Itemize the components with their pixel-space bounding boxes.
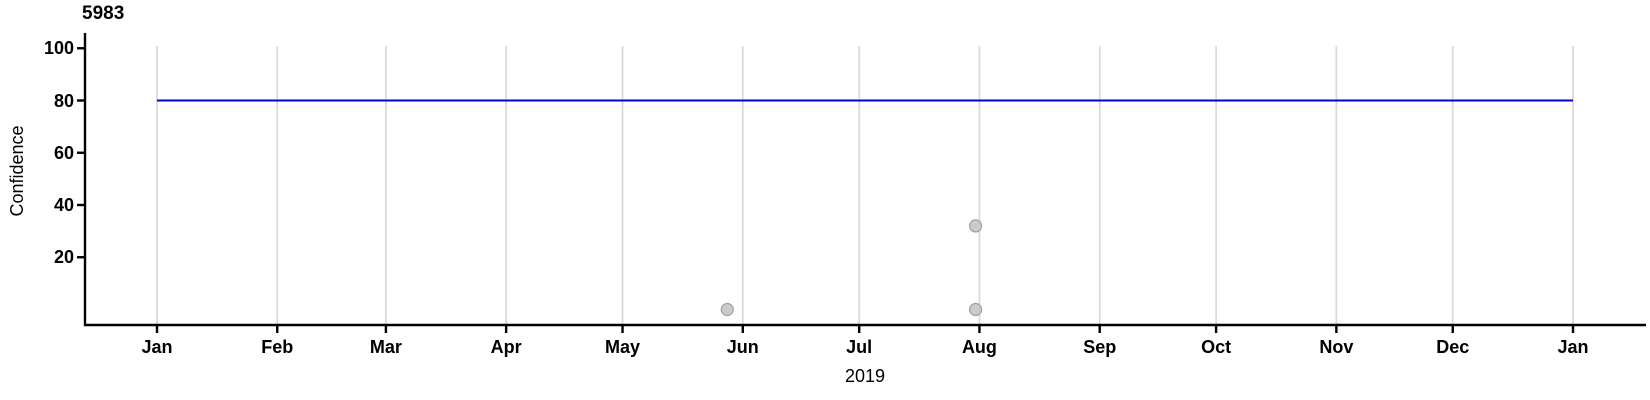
x-tick-label: Sep bbox=[1083, 337, 1117, 357]
x-tick-label: Oct bbox=[1201, 337, 1232, 357]
y-tick-label: 20 bbox=[53, 247, 74, 268]
x-tick-label: Nov bbox=[1319, 337, 1354, 357]
x-tick-label: Dec bbox=[1436, 337, 1470, 357]
y-tick-label: 40 bbox=[53, 195, 74, 215]
x-tick-label: Jan bbox=[1557, 337, 1589, 357]
x-tick-label: Feb bbox=[261, 337, 294, 357]
x-tick-label: Aug bbox=[961, 337, 997, 357]
data-point bbox=[968, 302, 983, 317]
x-tick-label: Jul bbox=[846, 337, 873, 357]
data-point bbox=[968, 219, 983, 233]
y-tick-label: 60 bbox=[53, 142, 74, 163]
y-tick-label: 100 bbox=[43, 38, 74, 59]
x-tick-label: Apr bbox=[490, 337, 522, 357]
x-tick-label: Mar bbox=[369, 337, 402, 357]
x-tick-label: Jan bbox=[141, 337, 173, 357]
x-axis-label: 2019 bbox=[844, 366, 886, 386]
x-tick-label: Jun bbox=[726, 337, 759, 357]
data-point bbox=[720, 302, 734, 317]
y-tick-label: 80 bbox=[53, 90, 74, 111]
x-tick-label: May bbox=[605, 337, 641, 357]
chart-title: 5983 bbox=[82, 3, 125, 24]
